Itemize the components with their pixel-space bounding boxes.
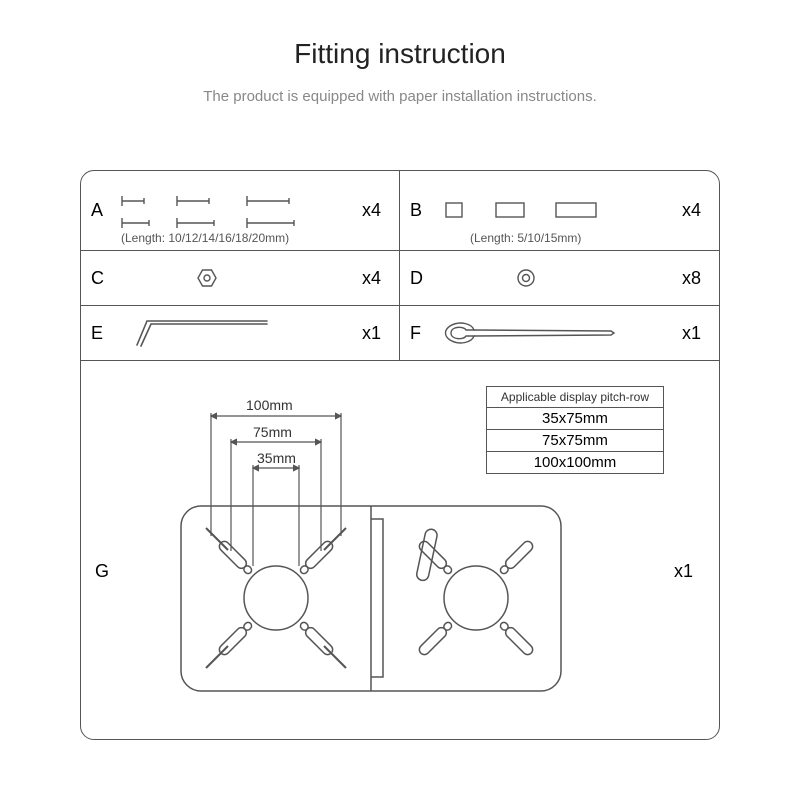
cell-d: D x8 [400, 251, 719, 305]
row-g: G x1 Applicable display pitch-row 35x75m… [81, 361, 719, 739]
part-label-c: C [91, 268, 117, 289]
page-subtitle: The product is equipped with paper insta… [0, 88, 800, 105]
cell-f: F x1 [400, 306, 719, 360]
spacers-icon [436, 191, 616, 231]
part-qty-d: x8 [682, 268, 709, 289]
dim-100: 100mm [246, 397, 293, 413]
dim-35: 35mm [257, 450, 296, 466]
part-label-e: E [91, 323, 117, 344]
screws-icon [117, 186, 317, 236]
part-label-f: F [410, 323, 436, 344]
part-qty-b: x4 [682, 200, 709, 221]
part-qty-e: x1 [362, 323, 389, 344]
row-cd: C x4 D x8 [81, 251, 719, 306]
wrench-icon [436, 318, 626, 348]
part-qty-f: x1 [682, 323, 709, 344]
hex-nut-icon [117, 263, 297, 293]
cell-c: C x4 [81, 251, 400, 305]
part-note-b: (Length: 5/10/15mm) [470, 231, 581, 245]
row-ab: A [81, 171, 719, 251]
part-qty-c: x4 [362, 268, 389, 289]
allen-key-icon [117, 313, 297, 353]
part-label-d: D [410, 268, 436, 289]
part-qty-a: x4 [362, 200, 389, 221]
cell-b: B x4 (Length: 5/10/15mm) [400, 171, 719, 250]
cell-a: A [81, 171, 400, 250]
washer-icon [436, 263, 616, 293]
page-title: Fitting instruction [0, 0, 800, 70]
page: Fitting instruction The product is equip… [0, 0, 800, 800]
mount-bracket-icon: 100mm 75mm 35mm [81, 361, 720, 739]
cell-e: E x1 [81, 306, 400, 360]
parts-panel: A [80, 170, 720, 740]
part-note-a: (Length: 10/12/14/16/18/20mm) [121, 231, 289, 245]
part-label-b: B [410, 200, 436, 221]
row-ef: E x1 F x1 [81, 306, 719, 361]
part-label-a: A [91, 200, 117, 221]
dim-75: 75mm [253, 424, 292, 440]
cell-g: G x1 Applicable display pitch-row 35x75m… [81, 361, 719, 739]
